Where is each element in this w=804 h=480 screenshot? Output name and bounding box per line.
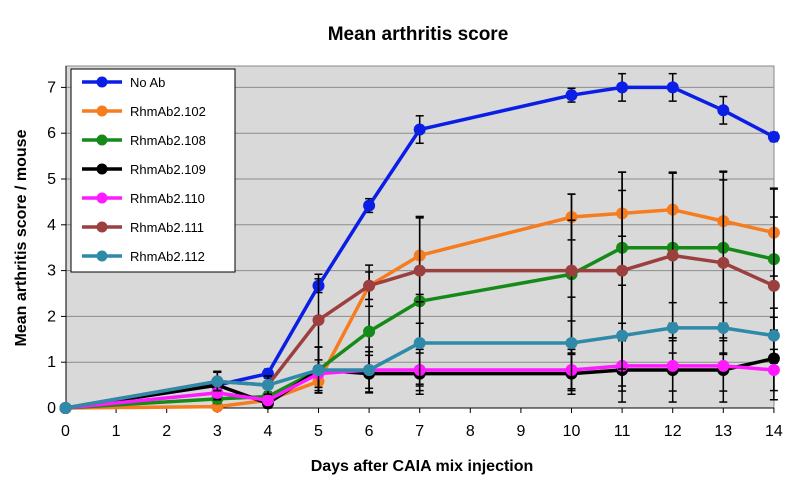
y-tick-label: 1: [47, 354, 56, 371]
y-axis-label: Mean arthritis score / mouse: [13, 129, 30, 346]
chart-title: Mean arthritis score: [328, 24, 509, 45]
data-point: [717, 104, 730, 117]
x-tick-label: 8: [466, 423, 475, 440]
x-tick-label: 14: [765, 423, 783, 440]
y-tick-label: 4: [47, 217, 56, 234]
x-tick-label: 3: [213, 423, 222, 440]
legend-item: RhmAb2.111: [82, 220, 204, 235]
legend-marker: [96, 105, 108, 117]
data-point: [616, 264, 629, 277]
legend: No Ab RhmAb2.102 RhmAb2.108 RhmAb2.109 RhmAb…: [70, 68, 236, 273]
legend-marker: [96, 163, 108, 175]
data-point: [767, 130, 780, 143]
y-tick-label: 0: [47, 400, 56, 417]
legend-item: RhmAb2.110: [82, 191, 205, 206]
legend-label: RhmAb2.108: [130, 133, 206, 148]
legend-item: RhmAb2.108: [82, 133, 206, 148]
legend-label: RhmAb2.111: [130, 220, 204, 235]
x-tick-label: 5: [314, 423, 323, 440]
data-point: [565, 264, 578, 277]
x-tick-label: 2: [162, 423, 171, 440]
data-point: [312, 314, 325, 327]
x-tick-label: 0: [61, 423, 70, 440]
legend-label: RhmAb2.112: [130, 249, 205, 264]
data-point: [767, 279, 780, 292]
legend-item: RhmAb2.112: [82, 249, 205, 264]
data-point: [767, 363, 780, 376]
series-RhmAb2.112: [59, 284, 780, 414]
legend-label: RhmAb2.110: [130, 191, 205, 206]
data-point: [717, 256, 730, 269]
y-tick-label: 3: [47, 263, 56, 280]
data-point: [413, 264, 426, 277]
data-point: [413, 336, 426, 349]
y-tick-label: 6: [47, 125, 56, 142]
x-tick-label: 6: [365, 423, 374, 440]
data-point: [211, 375, 224, 388]
x-tick-label: 11: [614, 423, 631, 440]
x-axis-label: Days after CAIA mix injection: [311, 458, 534, 475]
data-point: [565, 89, 578, 102]
legend-marker: [96, 134, 108, 146]
legend-marker: [96, 192, 108, 204]
x-tick-label: 4: [263, 423, 272, 440]
x-tick-label: 10: [563, 423, 581, 440]
data-point: [717, 321, 730, 334]
legend-label: RhmAb2.102: [130, 104, 206, 119]
data-point: [565, 336, 578, 349]
data-point: [363, 199, 376, 212]
data-point: [616, 329, 629, 342]
legend-label: RhmAb2.109: [130, 162, 206, 177]
data-point: [666, 81, 679, 94]
legend-marker: [96, 221, 108, 233]
x-tick-label: 12: [664, 423, 682, 440]
y-tick-label: 2: [47, 308, 56, 325]
data-point: [261, 379, 274, 392]
y-tick-label: 5: [47, 171, 56, 188]
legend-item: RhmAb2.109: [82, 162, 206, 177]
data-point: [616, 81, 629, 94]
data-point: [363, 363, 376, 376]
legend-marker: [96, 76, 108, 88]
data-point: [666, 359, 679, 372]
series-layer: [59, 72, 780, 414]
data-point: [261, 394, 274, 407]
data-point: [363, 279, 376, 292]
y-tick-label: 7: [47, 79, 56, 96]
legend-item: No Ab: [82, 75, 165, 90]
data-point: [666, 249, 679, 262]
legend-label: No Ab: [130, 75, 165, 90]
x-tick-label: 13: [714, 423, 732, 440]
data-point: [363, 325, 376, 338]
legend-marker: [96, 250, 108, 262]
legend-item: RhmAb2.102: [82, 104, 206, 119]
data-point: [767, 329, 780, 342]
data-point: [413, 123, 426, 136]
data-point: [59, 402, 72, 414]
data-point: [312, 363, 325, 376]
x-tick-label: 1: [112, 423, 121, 440]
x-tick-label: 9: [516, 423, 525, 440]
data-point: [717, 359, 730, 372]
data-point: [666, 321, 679, 334]
x-tick-label: 7: [415, 423, 424, 440]
